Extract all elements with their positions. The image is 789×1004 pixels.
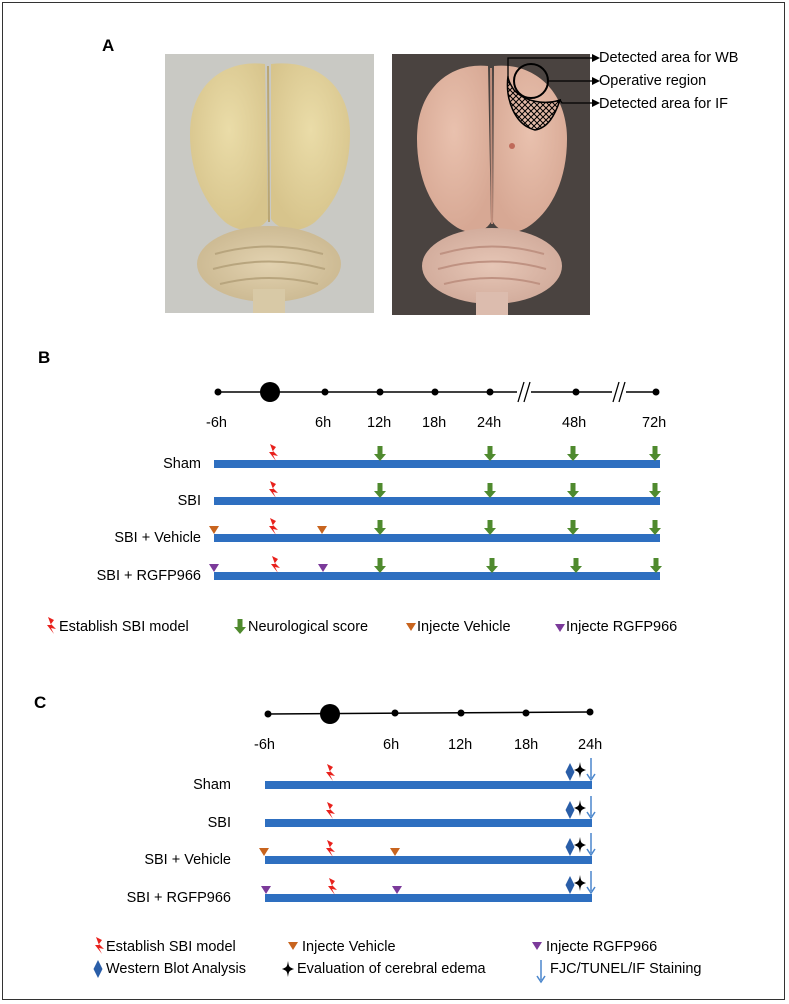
c-legend-edema: Evaluation of cerebral edema — [297, 961, 486, 977]
b-group-sbi-rgfp966: SBI + RGFP966 — [96, 568, 201, 584]
wb-area-label: Detected area for WB — [599, 50, 739, 66]
b-row-sbi-rgfp966 — [209, 556, 662, 580]
panel-b-letter: B — [38, 348, 51, 367]
c-row-sbi-vehicle — [259, 832, 596, 864]
b-group-sbi: SBI — [177, 493, 201, 509]
c-legend-rgfp: Injecte RGFP966 — [546, 939, 658, 955]
c-legend-rgfp-icon — [532, 942, 542, 950]
c-legend-lightning-icon — [95, 937, 104, 954]
b-tick-48h: 48h — [562, 415, 587, 431]
c-group-sbi-vehicle: SBI + Vehicle — [144, 852, 231, 868]
c-legend-wb-icon — [93, 960, 103, 978]
c-legend-edema-icon — [282, 961, 294, 977]
b-row-sbi-vehicle — [209, 518, 661, 542]
c-tick-minus6h: -6h — [254, 737, 275, 753]
c-row-sbi — [265, 795, 596, 827]
b-tick-12h: 12h — [367, 415, 392, 431]
c-tick-24h: 24h — [578, 737, 603, 753]
b-tick-72h: 72h — [642, 415, 667, 431]
b-row-sbi — [214, 481, 661, 505]
c-tick-6h: 6h — [383, 737, 400, 753]
b-legend-rgfp: Injecte RGFP966 — [566, 619, 678, 635]
b-group-sbi-vehicle: SBI + Vehicle — [114, 530, 201, 546]
c-row-sbi-rgfp966 — [261, 870, 596, 902]
c-legend-staining-icon — [536, 959, 546, 983]
c-tick-12h: 12h — [448, 737, 473, 753]
c-legend-establish: Establish SBI model — [106, 939, 236, 955]
b-tick-minus6h: -6h — [206, 415, 227, 431]
panel-a-letter: A — [102, 36, 115, 55]
c-legend-vehicle-icon — [288, 942, 298, 950]
c-legend-staining: FJC/TUNEL/IF Staining — [550, 961, 702, 977]
b-legend-establish: Establish SBI model — [59, 619, 189, 635]
b-group-sham: Sham — [163, 456, 201, 472]
c-tick-18h: 18h — [514, 737, 539, 753]
b-legend-neuro: Neurological score — [248, 619, 369, 635]
b-tick-18h: 18h — [422, 415, 447, 431]
panel-c-letter: C — [34, 693, 47, 712]
b-tick-24h: 24h — [477, 415, 502, 431]
c-row-sham — [265, 757, 596, 789]
c-group-sham: Sham — [193, 777, 231, 793]
if-area-label: Detected area for IF — [599, 96, 728, 112]
sham-brain-photo — [165, 54, 374, 313]
b-row-sham — [214, 444, 661, 468]
c-legend-wb: Western Blot Analysis — [106, 961, 246, 977]
operative-region-label: Operative region — [599, 73, 707, 89]
b-tick-6h: 6h — [315, 415, 332, 431]
c-legend-vehicle: Injecte Vehicle — [302, 939, 396, 955]
b-legend-vehicle: Injecte Vehicle — [417, 619, 511, 635]
c-group-sbi: SBI — [207, 815, 231, 831]
c-group-sbi-rgfp966: SBI + RGFP966 — [126, 890, 231, 906]
